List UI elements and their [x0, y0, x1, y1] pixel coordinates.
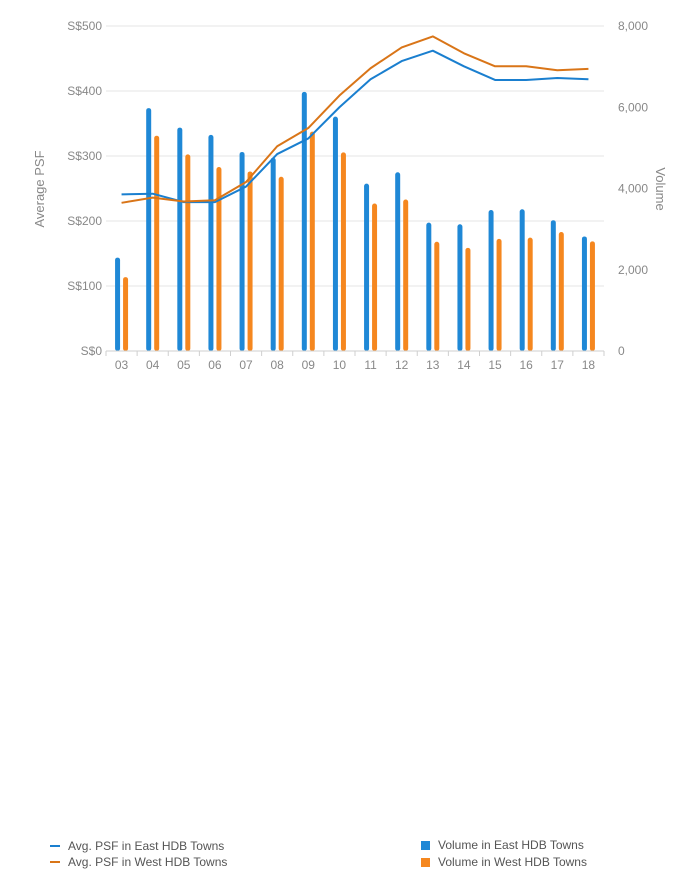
bar-west-volume [309, 131, 315, 351]
x-tick-label: 03 [115, 358, 129, 372]
legend-label: Avg. PSF in West HDB Towns [68, 855, 228, 869]
y-left-tick-label: S$500 [67, 19, 102, 33]
y-left-tick-label: S$100 [67, 279, 102, 293]
x-tick-label: 10 [333, 358, 347, 372]
bar-west-volume [372, 203, 378, 351]
y-right-tick-label: 6,000 [618, 100, 648, 114]
chart-container: 03 04 05 06 07 08 09 10 11 12 13 14 15 16 17 18 S$0 S$100… [32, 19, 668, 869]
bar-east-volume [177, 127, 183, 351]
bar-west-volume [558, 231, 564, 351]
bar-west-volume [216, 166, 222, 351]
line-east-psf [121, 49, 589, 204]
legend-line-swatch-west [50, 861, 60, 863]
axes: 03 04 05 06 07 08 09 10 11 12 13 14 15 16 17 18 S$0 S$100… [67, 19, 648, 372]
x-tick-label: 16 [520, 358, 534, 372]
bar-west-volume [403, 199, 409, 351]
legend-item-east-psf[interactable]: Avg. PSF in East HDB Towns [50, 839, 224, 853]
volume-bars [115, 91, 595, 351]
bar-east-volume [519, 209, 525, 351]
bar-east-volume [488, 210, 494, 351]
bar-west-volume [278, 176, 284, 351]
legend-line-swatch-east [50, 845, 60, 847]
x-tick-label: 04 [146, 358, 160, 372]
bar-east-volume [146, 108, 152, 351]
x-tick-label: 09 [302, 358, 316, 372]
y-right-tick-label: 2,000 [618, 263, 648, 277]
bar-east-volume [364, 183, 370, 351]
bar-west-volume [123, 277, 129, 351]
legend-item-west-psf[interactable]: Avg. PSF in West HDB Towns [50, 855, 227, 869]
x-tick-label: 06 [208, 358, 222, 372]
legend-bar-swatch-west [421, 857, 430, 867]
bar-west-volume [154, 135, 160, 351]
x-tick-label: 08 [271, 358, 285, 372]
legend-label: Avg. PSF in East HDB Towns [68, 839, 225, 853]
bar-east-volume [301, 91, 307, 351]
bar-west-volume [434, 241, 440, 351]
bar-west-volume [465, 247, 471, 351]
bar-east-volume [581, 236, 587, 351]
psf-lines [121, 35, 589, 204]
y-left-tick-label: S$400 [67, 84, 102, 98]
y-left-tick-label: S$200 [67, 214, 102, 228]
x-tick-label: 13 [426, 358, 440, 372]
bar-west-volume [185, 154, 191, 351]
combo-chart: 03 04 05 06 07 08 09 10 11 12 13 14 15 16 17 18 S$0 S$100… [32, 19, 668, 372]
y-axis-left-label: Average PSF [32, 150, 47, 227]
y-right-tick-label: 8,000 [618, 19, 648, 33]
bar-east-volume [239, 151, 245, 351]
bar-east-volume [457, 224, 463, 351]
line-west-psf [121, 35, 589, 204]
legend-bar-swatch-east [421, 840, 430, 850]
bar-east-volume [426, 222, 432, 351]
bar-west-volume [527, 237, 533, 351]
x-tick-label: 15 [488, 358, 502, 372]
x-tick-label: 07 [239, 358, 253, 372]
legend-label: Volume in West HDB Towns [438, 855, 587, 869]
x-tick-label: 17 [551, 358, 565, 372]
legend-label: Volume in East HDB Towns [438, 838, 584, 852]
y-axis-right-label: Volume [653, 167, 668, 210]
x-tick-label: 14 [457, 358, 471, 372]
bar-east-volume [395, 172, 401, 351]
bar-east-volume [208, 134, 214, 351]
y-left-tick-label: S$300 [67, 149, 102, 163]
legend-item-west-volume[interactable]: Volume in West HDB Towns [421, 855, 587, 869]
bar-west-volume [589, 241, 595, 351]
bar-west-volume [340, 152, 346, 351]
bar-east-volume [550, 220, 556, 351]
x-tick-label: 18 [582, 358, 596, 372]
y-right-tick-label: 4,000 [618, 182, 648, 196]
x-tick-label: 05 [177, 358, 191, 372]
bar-east-volume [332, 116, 338, 351]
y-right-tick-label: 0 [618, 344, 625, 358]
bar-east-volume [115, 257, 121, 351]
legend-item-east-volume[interactable]: Volume in East HDB Towns [421, 838, 584, 852]
x-tick-label: 11 [364, 358, 377, 372]
y-left-tick-label: S$0 [81, 344, 103, 358]
bar-west-volume [496, 238, 502, 351]
x-tick-label: 12 [395, 358, 409, 372]
bar-west-volume [247, 171, 253, 351]
bar-east-volume [270, 157, 276, 351]
